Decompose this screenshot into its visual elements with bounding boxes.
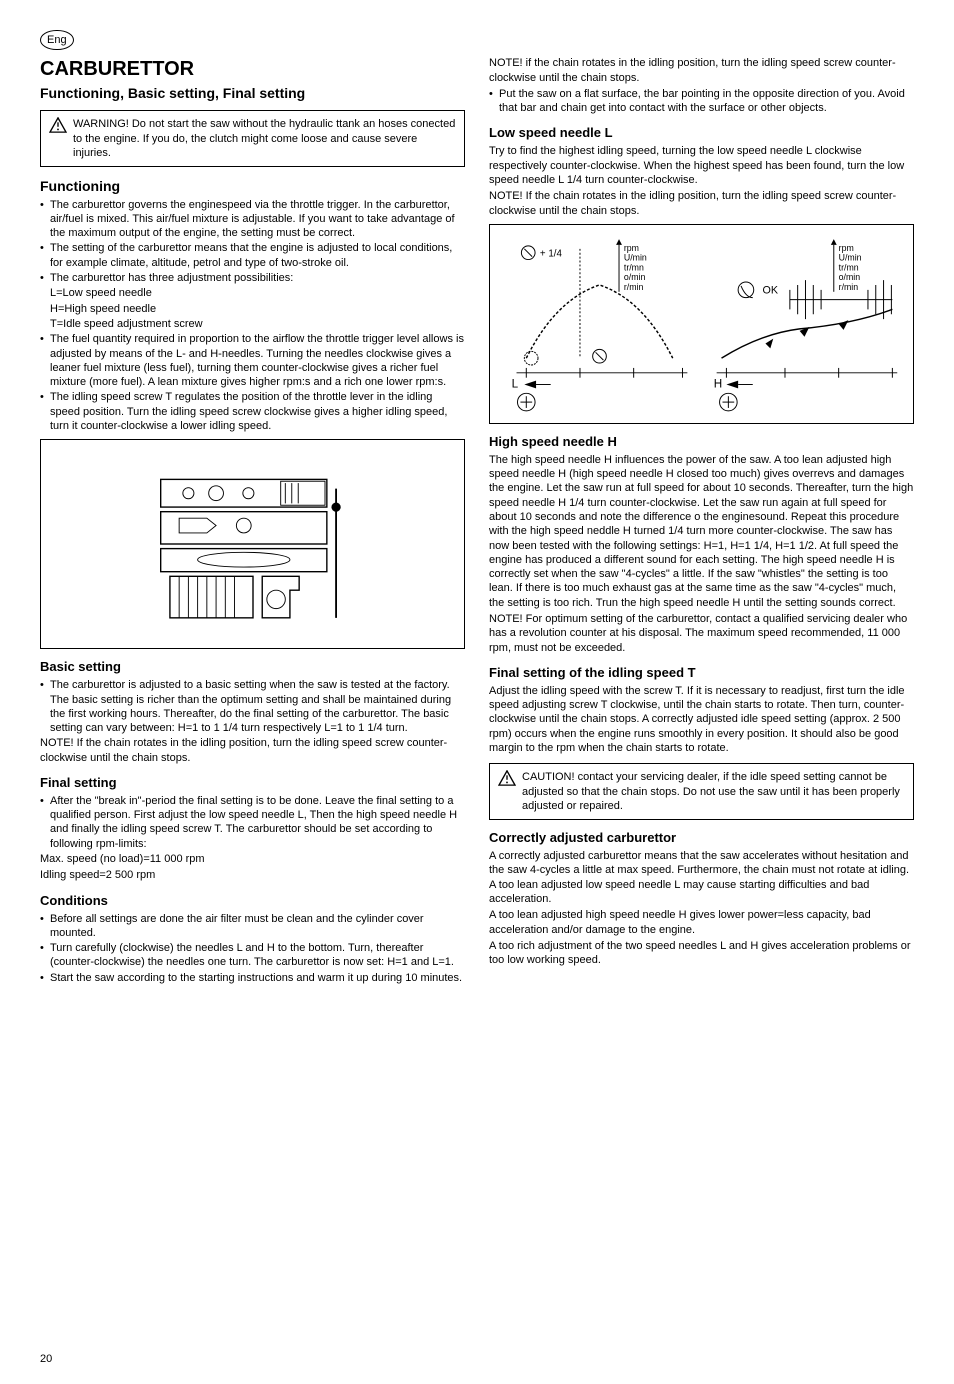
warning-icon bbox=[498, 770, 516, 786]
list-item: Before all settings are done the air fil… bbox=[40, 912, 465, 941]
list-item: The carburettor has three adjustment pos… bbox=[40, 271, 465, 285]
page-title: CARBURETTOR bbox=[40, 56, 465, 82]
top-note: NOTE! if the chain rotates in the idling… bbox=[489, 56, 914, 85]
low-speed-text: Try to find the highest idling speed, tu… bbox=[489, 144, 914, 187]
svg-text:OK: OK bbox=[762, 285, 778, 297]
list-item: The carburettor is adjusted to a basic s… bbox=[40, 678, 465, 735]
needle-line: H=High speed needle bbox=[40, 302, 465, 316]
label-plus14: + 1/4 bbox=[539, 249, 562, 260]
basic-list: The carburettor is adjusted to a basic s… bbox=[40, 678, 465, 735]
caution-box: CAUTION! contact your servicing dealer, … bbox=[489, 763, 914, 820]
needle-line: L=Low speed needle bbox=[40, 286, 465, 300]
caution-text: CAUTION! contact your servicing dealer, … bbox=[522, 770, 905, 813]
list-item: The setting of the carburettor means tha… bbox=[40, 241, 465, 270]
basic-note: NOTE! If the chain rotates in the idling… bbox=[40, 736, 465, 765]
svg-text:H: H bbox=[713, 377, 721, 390]
svg-text:U/min: U/min bbox=[838, 252, 861, 262]
final-setting-heading: Final setting bbox=[40, 775, 465, 792]
svg-text:o/min: o/min bbox=[838, 272, 860, 282]
top-item-list: Put the saw on a flat surface, the bar p… bbox=[489, 87, 914, 116]
correct-text-1: A correctly adjusted carburettor means t… bbox=[489, 849, 914, 906]
svg-text:L: L bbox=[511, 377, 518, 390]
list-item: The carburettor governs the enginespeed … bbox=[40, 198, 465, 241]
rpm-line: Idling speed=2 500 rpm bbox=[40, 868, 465, 882]
low-speed-heading: Low speed needle L bbox=[489, 125, 914, 142]
list-item: The idling speed screw T regulates the p… bbox=[40, 390, 465, 433]
carburettor-svg bbox=[133, 449, 373, 639]
high-speed-note: NOTE! For optimum setting of the carbure… bbox=[489, 612, 914, 655]
svg-text:o/min: o/min bbox=[623, 272, 645, 282]
low-speed-note: NOTE! If the chain rotates in the idling… bbox=[489, 189, 914, 218]
correct-text-3: A too rich adjustment of the two speed n… bbox=[489, 939, 914, 968]
high-speed-heading: High speed needle H bbox=[489, 434, 914, 451]
list-item: Turn carefully (clockwise) the needles L… bbox=[40, 941, 465, 970]
rpm-diagram: + 1/4 rpm U/min tr/mn o/min r/min bbox=[489, 224, 914, 424]
svg-text:r/min: r/min bbox=[838, 282, 858, 292]
page-subtitle: Functioning, Basic setting, Final settin… bbox=[40, 84, 465, 102]
carburettor-diagram bbox=[40, 439, 465, 649]
svg-text:rpm: rpm bbox=[623, 243, 638, 253]
svg-text:r/min: r/min bbox=[623, 282, 643, 292]
functioning-list-2: The fuel quantity required in proportion… bbox=[40, 332, 465, 433]
conditions-heading: Conditions bbox=[40, 893, 465, 910]
functioning-list: The carburettor governs the enginespeed … bbox=[40, 198, 465, 286]
rpm-line: Max. speed (no load)=11 000 rpm bbox=[40, 852, 465, 866]
correct-heading: Correctly adjusted carburettor bbox=[489, 830, 914, 847]
svg-text:tr/mn: tr/mn bbox=[623, 262, 643, 272]
correct-text-2: A too lean adjusted high speed needle H … bbox=[489, 908, 914, 937]
list-item: Start the saw according to the starting … bbox=[40, 971, 465, 985]
right-column: NOTE! if the chain rotates in the idling… bbox=[489, 56, 914, 986]
functioning-heading: Functioning bbox=[40, 177, 465, 195]
warning-box-top: WARNING! Do not start the saw without th… bbox=[40, 110, 465, 167]
language-badge: Eng bbox=[40, 30, 74, 50]
list-item: The fuel quantity required in proportion… bbox=[40, 332, 465, 389]
left-column: CARBURETTOR Functioning, Basic setting, … bbox=[40, 56, 465, 986]
list-item: After the "break in"-period the final se… bbox=[40, 794, 465, 851]
high-speed-text: The high speed needle H influences the p… bbox=[489, 453, 914, 610]
svg-text:U/min: U/min bbox=[623, 252, 646, 262]
rpm-svg: + 1/4 rpm U/min tr/mn o/min r/min bbox=[497, 229, 907, 419]
final-idling-heading: Final setting of the idling speed T bbox=[489, 665, 914, 682]
warning-icon bbox=[49, 117, 67, 133]
list-item: Put the saw on a flat surface, the bar p… bbox=[489, 87, 914, 116]
svg-text:rpm: rpm bbox=[838, 243, 853, 253]
svg-text:tr/mn: tr/mn bbox=[838, 262, 858, 272]
needle-line: T=Idle speed adjustment screw bbox=[40, 317, 465, 331]
needle-types: L=Low speed needle H=High speed needle T… bbox=[40, 286, 465, 331]
warning-text: WARNING! Do not start the saw without th… bbox=[73, 117, 456, 160]
conditions-list: Before all settings are done the air fil… bbox=[40, 912, 465, 985]
final-list: After the "break in"-period the final se… bbox=[40, 794, 465, 851]
basic-setting-heading: Basic setting bbox=[40, 659, 465, 676]
page-number: 20 bbox=[40, 1352, 52, 1366]
final-idling-text: Adjust the idling speed with the screw T… bbox=[489, 684, 914, 755]
